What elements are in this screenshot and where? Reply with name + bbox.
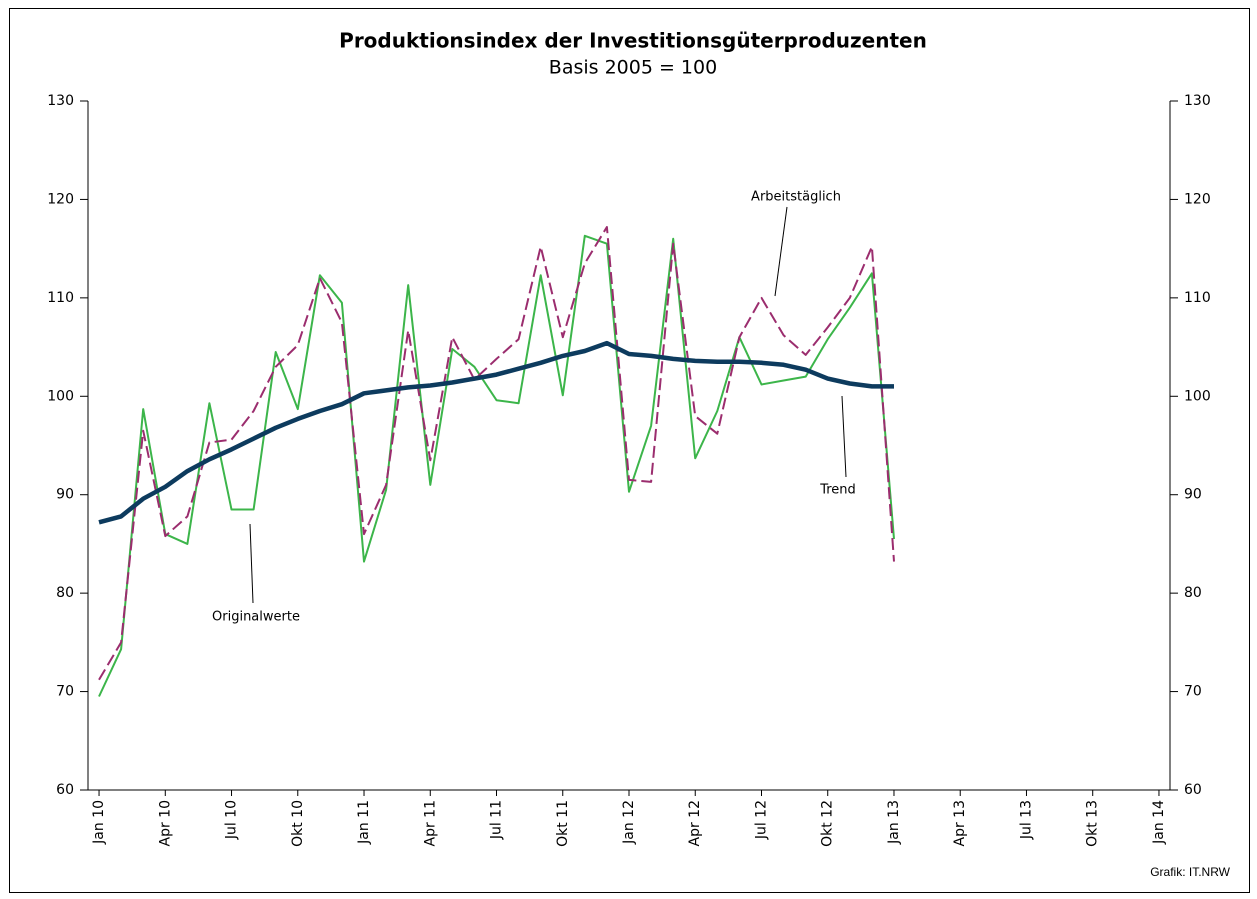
series-label: Arbeitstäglich: [751, 190, 841, 205]
y2-tick-label: 110: [1184, 290, 1211, 306]
x-tick-label: Jul 12: [753, 800, 769, 840]
source: Grafik: IT.NRW: [1150, 865, 1230, 879]
y2-tick-label: 130: [1184, 93, 1211, 109]
annotation-leader: [774, 206, 788, 297]
x-tick-label: Jan 10: [91, 800, 107, 845]
x-tick-label: Jul 11: [489, 800, 505, 840]
x-tick-label: Apr 10: [157, 800, 173, 846]
series-line: [98, 234, 895, 697]
series-line: [98, 226, 895, 681]
x-tick-label: Okt 12: [820, 800, 836, 847]
x-tick-label: Jan 11: [356, 800, 372, 845]
chart-subtitle: Basis 2005 = 100: [549, 57, 717, 79]
annotation-leader: [249, 523, 254, 604]
y-tick-label: 90: [56, 487, 74, 503]
annotation-leader: [841, 395, 847, 478]
x-tick-label: Okt 13: [1085, 800, 1101, 847]
y-tick-label: 130: [47, 93, 74, 109]
y-tick-label: 60: [56, 782, 74, 798]
y-tick-label: 110: [47, 290, 74, 306]
y2-tick-label: 80: [1184, 585, 1202, 601]
series-line: [98, 340, 894, 525]
x-tick-label: Jul 10: [224, 800, 240, 840]
y-tick-label: 80: [56, 585, 74, 601]
x-tick-label: Jul 13: [1018, 800, 1034, 840]
y-tick-label: 70: [56, 684, 74, 700]
x-tick-label: Jan 14: [1151, 800, 1167, 845]
x-tick-label: Okt 11: [555, 800, 571, 847]
series-label: Originalwerte: [212, 610, 300, 625]
x-tick-label: Apr 12: [687, 800, 703, 846]
x-tick-label: Jan 12: [621, 800, 637, 845]
x-tick-label: Okt 10: [290, 800, 306, 847]
x-tick-label: Apr 13: [952, 800, 968, 846]
y2-tick-label: 100: [1184, 388, 1211, 404]
y-tick-label: 120: [47, 191, 74, 207]
series-label: Trend: [819, 483, 856, 498]
y2-tick-label: 70: [1184, 684, 1202, 700]
y2-tick-label: 60: [1184, 782, 1202, 798]
y2-tick-label: 120: [1184, 191, 1211, 207]
y-tick-label: 100: [47, 388, 74, 404]
x-tick-label: Apr 11: [422, 800, 438, 846]
chart-title: Produktionsindex der Investitionsgüterpr…: [339, 29, 927, 53]
y2-tick-label: 90: [1184, 487, 1202, 503]
frame: [9, 8, 1250, 893]
x-tick-label: Jan 13: [886, 800, 902, 845]
